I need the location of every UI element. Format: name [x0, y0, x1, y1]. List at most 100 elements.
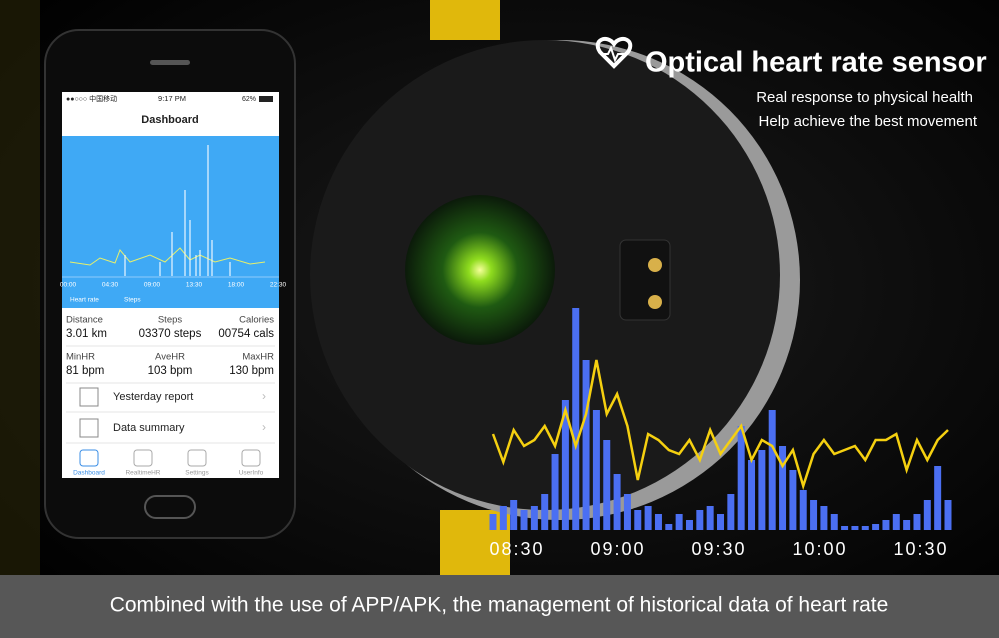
strap [430, 0, 500, 40]
bar [520, 510, 528, 530]
bar [551, 454, 559, 530]
bar [861, 526, 869, 530]
stat-label: Steps [158, 315, 183, 326]
subline: Help achieve the best movement [759, 113, 978, 130]
stat-value: 00754 cals [218, 328, 274, 340]
x-tick-label: 10:30 [893, 539, 948, 559]
bar [572, 308, 580, 530]
bar [799, 490, 807, 530]
menu-item[interactable]: Data summary [113, 422, 185, 434]
bar [944, 500, 952, 530]
bar [561, 400, 569, 530]
mini-bars [124, 145, 231, 276]
bar [758, 450, 766, 530]
tab-icon [133, 449, 153, 467]
strap-left [0, 0, 40, 638]
stat-label: MaxHR [242, 352, 274, 363]
stat-label: Calories [239, 315, 274, 326]
bar [706, 506, 714, 530]
bar [541, 494, 549, 530]
bar [582, 360, 590, 530]
bar [923, 500, 931, 530]
stat-value: 81 bpm [66, 365, 104, 377]
bar [903, 520, 911, 530]
headline: Optical heart rate sensor [645, 47, 987, 79]
mini-line [69, 247, 266, 266]
bar [623, 494, 631, 530]
tab[interactable]: Dashboard [73, 470, 105, 477]
bar [830, 514, 838, 530]
stat-value: 03370 steps [139, 328, 202, 340]
stat-label: AveHR [155, 352, 185, 363]
speaker [150, 60, 190, 65]
stat-label: Distance [66, 315, 103, 326]
chevron: › [262, 420, 266, 434]
bar [665, 524, 673, 530]
tab-icon [79, 449, 99, 467]
stat-label: MinHR [66, 352, 95, 363]
tab[interactable]: UserInfo [239, 470, 264, 477]
bar [913, 514, 921, 530]
caption: Combined with the use of APP/APK, the ma… [110, 594, 889, 617]
sensor [405, 195, 555, 345]
bar [685, 520, 693, 530]
pulse-icon [600, 45, 628, 63]
mini-chart [62, 136, 279, 308]
tab[interactable]: RealtimeHR [125, 470, 160, 477]
caption-band [0, 575, 999, 638]
bar [779, 446, 787, 530]
bar [675, 514, 683, 530]
bar [499, 506, 507, 530]
stat-value: 3.01 km [66, 328, 107, 340]
bar [489, 514, 497, 530]
legend-item: Steps [124, 297, 141, 304]
x-tick-label: 09:00 [590, 539, 645, 559]
mini-tick-label: 22:30 [270, 282, 287, 289]
mini-tick-label: 18:00 [228, 282, 245, 289]
home-button [144, 495, 196, 519]
pin [648, 295, 662, 309]
bar [510, 500, 518, 530]
bar [748, 460, 756, 530]
heart-icon [595, 36, 633, 69]
tab-icon [241, 449, 261, 467]
battery-icon [259, 96, 273, 102]
pin [648, 258, 662, 272]
bar [851, 526, 859, 530]
bar [934, 466, 942, 530]
strap [440, 510, 510, 580]
bar [768, 410, 776, 530]
bar [872, 524, 880, 530]
mini-tick-label: 13:30 [186, 282, 203, 289]
bar [644, 506, 652, 530]
tab[interactable]: Settings [185, 470, 209, 477]
menu-item[interactable]: Yesterday report [113, 391, 193, 403]
legend-item: Heart rate [70, 297, 99, 304]
chevron: › [262, 389, 266, 403]
screen-title: Dashboard [141, 114, 198, 126]
charger-port [619, 239, 671, 321]
bar [696, 510, 704, 530]
x-tick-label: 10:00 [792, 539, 847, 559]
bar [841, 526, 849, 530]
bar [810, 500, 818, 530]
carrier: ●●○○○ 中国移动 [66, 94, 117, 103]
mini-tick-label: 00:00 [60, 282, 77, 289]
mini-tick-label: 09:00 [144, 282, 161, 289]
bar [727, 494, 735, 530]
menu-icon [79, 387, 99, 407]
bar [717, 514, 724, 530]
bar [789, 470, 797, 530]
bar [603, 440, 611, 530]
menu-icon [79, 418, 99, 438]
battery: 62% [242, 96, 256, 103]
bar [892, 514, 900, 530]
bar [654, 514, 662, 530]
bar [613, 474, 621, 530]
x-tick-label: 09:30 [691, 539, 746, 559]
stat-value: 130 bpm [229, 365, 274, 377]
bar [820, 506, 828, 530]
clock: 9:17 PM [158, 94, 186, 103]
subline: Real response to physical health [756, 89, 973, 106]
